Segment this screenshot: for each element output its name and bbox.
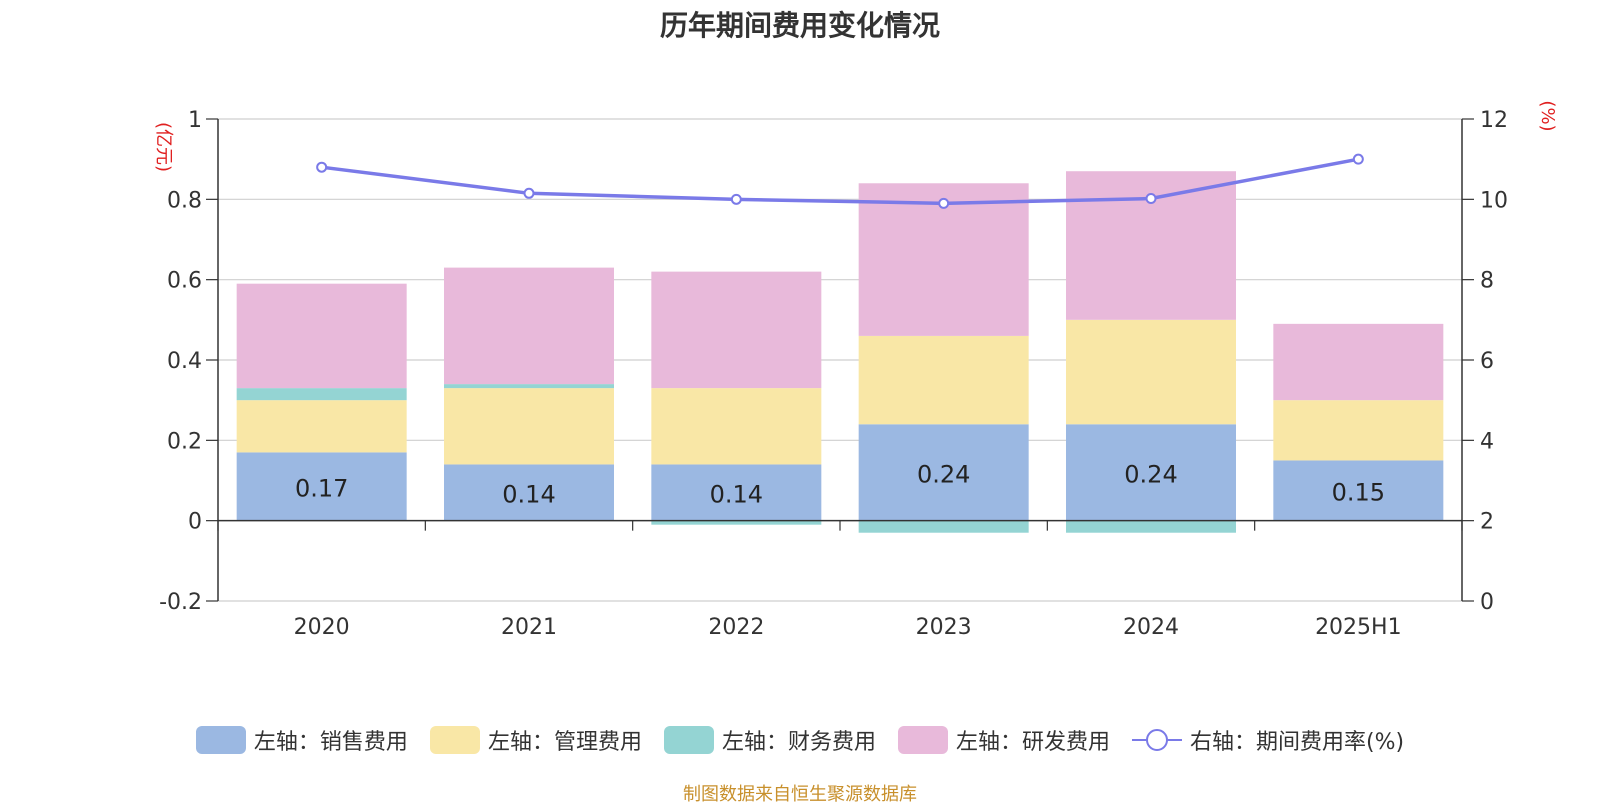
legend-item[interactable]: 右轴：期间费用率(%) [1131, 724, 1405, 756]
left-tick-label: 1 [188, 108, 202, 133]
bar-segment-3-2022 [651, 271, 822, 389]
bar-segment-3-2021 [444, 267, 614, 385]
bar-segment-2-2023 [858, 520, 1029, 533]
chart-title: 历年期间费用变化情况 [659, 9, 940, 42]
bar-data-label: 0.24 [917, 460, 970, 488]
bar-segment-2-2021 [444, 384, 614, 389]
legend-label: 右轴：期间费用率(%) [1189, 730, 1405, 755]
legend: 左轴：销售费用 左轴：管理费用 左轴：财务费用 左轴：研发费用 右轴：期间费用率(%) [0, 720, 1600, 760]
bar-segment-2-2022 [651, 520, 822, 525]
right-tick-label: 4 [1480, 429, 1494, 454]
legend-swatch [429, 726, 480, 754]
bar-segment-1-2024 [1066, 319, 1236, 425]
left-tick-label: -0.2 [159, 590, 202, 615]
bar-data-label: 0.24 [1124, 460, 1177, 488]
line-point-2021 [523, 187, 535, 199]
bar-segment-2-2020 [236, 388, 407, 401]
legend-label: 左轴：销售费用 [253, 730, 408, 755]
bar-data-label: 0.15 [1332, 479, 1385, 507]
legend-swatch [1131, 726, 1182, 754]
bar-data-label: 0.14 [710, 481, 763, 509]
bar-segment-0-2021 [444, 464, 614, 521]
line-point-2024 [1145, 193, 1157, 205]
right-tick-label: 12 [1480, 108, 1508, 133]
bar-segment-2-2024 [1066, 520, 1236, 533]
bar-segment-0-2025H1 [1273, 460, 1444, 521]
bar-segment-1-2020 [236, 400, 407, 453]
bar-segment-1-2022 [651, 388, 822, 465]
legend-item[interactable]: 左轴：销售费用 [195, 724, 408, 756]
legend-swatch [663, 726, 714, 754]
bar-data-label: 0.17 [295, 475, 348, 503]
legend-label: 左轴：研发费用 [955, 730, 1110, 755]
bar-segment-1-2025H1 [1273, 400, 1444, 461]
x-tick-label: 2022 [708, 615, 764, 640]
line-point-2022 [730, 193, 742, 205]
line-series [321, 157, 1359, 206]
right-tick-label: 0 [1480, 590, 1494, 615]
right-tick-label: 6 [1480, 349, 1494, 374]
chart-plot: -0.200.20.40.60.81024681012(亿元)(%)0.1720… [153, 100, 1558, 640]
x-tick-label: 2021 [501, 615, 557, 640]
right-tick-label: 2 [1480, 510, 1494, 535]
right-axis-unit: (%) [1537, 100, 1558, 131]
left-tick-label: 0.4 [167, 349, 202, 374]
right-tick-label: 8 [1480, 269, 1494, 294]
right-tick-label: 10 [1480, 188, 1508, 213]
bar-data-label: 0.14 [502, 481, 555, 509]
bar-segment-1-2023 [858, 335, 1029, 425]
legend-label: 左轴：财务费用 [721, 730, 876, 755]
source-note: 制图数据来自恒生聚源数据库 [683, 784, 917, 805]
legend-swatch [195, 726, 246, 754]
legend-item[interactable]: 左轴：研发费用 [897, 724, 1110, 756]
bar-segment-0-2020 [236, 452, 407, 521]
left-tick-label: 0.8 [167, 188, 202, 213]
left-tick-label: 0.2 [167, 429, 202, 454]
x-tick-label: 2020 [294, 615, 350, 640]
legend-label: 左轴：管理费用 [487, 730, 642, 755]
x-tick-label: 2023 [916, 615, 972, 640]
x-tick-label: 2024 [1123, 615, 1179, 640]
bar-segment-3-2020 [236, 283, 407, 389]
bar-segment-0-2023 [858, 424, 1029, 521]
line-point-2025H1 [1352, 153, 1364, 165]
line-point-2023 [938, 197, 950, 209]
legend-item[interactable]: 左轴：财务费用 [663, 724, 876, 756]
legend-swatch [897, 726, 948, 754]
legend-item[interactable]: 左轴：管理费用 [429, 724, 642, 756]
left-tick-label: 0 [188, 510, 202, 535]
left-axis-unit: (亿元) [153, 122, 174, 172]
bar-segment-0-2022 [651, 464, 822, 521]
bar-segment-3-2025H1 [1273, 323, 1444, 401]
bar-segment-1-2021 [444, 388, 614, 465]
left-tick-label: 0.6 [167, 269, 202, 294]
x-tick-label: 2025H1 [1315, 615, 1402, 640]
bar-segment-0-2024 [1066, 424, 1236, 521]
line-point-2020 [316, 161, 328, 173]
